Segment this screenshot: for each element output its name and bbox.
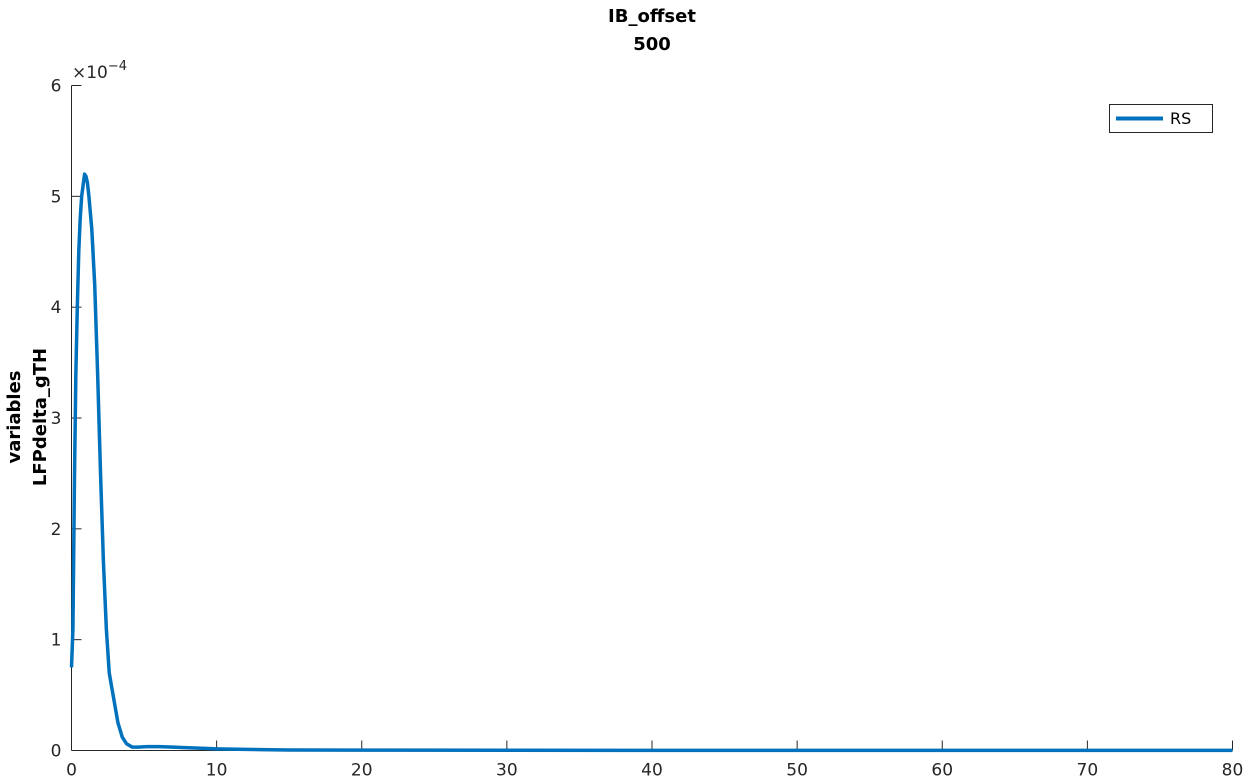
x-tick-label: 30 [496, 761, 518, 781]
y-tick-label: 1 [51, 631, 62, 651]
chart-title-line-2: 500 [633, 34, 671, 55]
x-tick-label: 0 [66, 761, 77, 781]
x-tick-label: 80 [1222, 761, 1244, 781]
y-tick-label: 4 [51, 298, 62, 318]
x-tick-label: 50 [786, 761, 808, 781]
x-tick-label: 10 [206, 761, 228, 781]
y-tick-label: 3 [51, 409, 62, 429]
x-tick-label: 40 [641, 761, 663, 781]
y-exponent-power: −4 [108, 59, 127, 74]
axis-ticks: 0 10 20 30 40 50 60 70 80 0 1 2 3 4 5 6 [51, 77, 1244, 781]
legend-label-rs: RS [1170, 109, 1191, 128]
x-tick-label: 70 [1077, 761, 1099, 781]
y-tick-label: 2 [51, 520, 62, 540]
legend: RS [1109, 104, 1213, 133]
y-axis-label-line-2: LFPdelta_gTH [30, 348, 51, 486]
x-tick-label: 60 [931, 761, 953, 781]
chart-title-line-1: IB_offset [608, 6, 696, 27]
y-axis-label-line-1: variables [4, 370, 25, 463]
x-tick-label: 20 [351, 761, 373, 781]
y-tick-label: 0 [51, 742, 62, 762]
plot-area [71, 85, 1233, 751]
series-layer [69, 172, 1233, 753]
y-tick-label: 5 [51, 187, 62, 207]
y-exponent-label: ×10−4 [72, 59, 127, 83]
series-line-rs [69, 172, 1233, 753]
y-tick-label: 6 [51, 77, 62, 97]
